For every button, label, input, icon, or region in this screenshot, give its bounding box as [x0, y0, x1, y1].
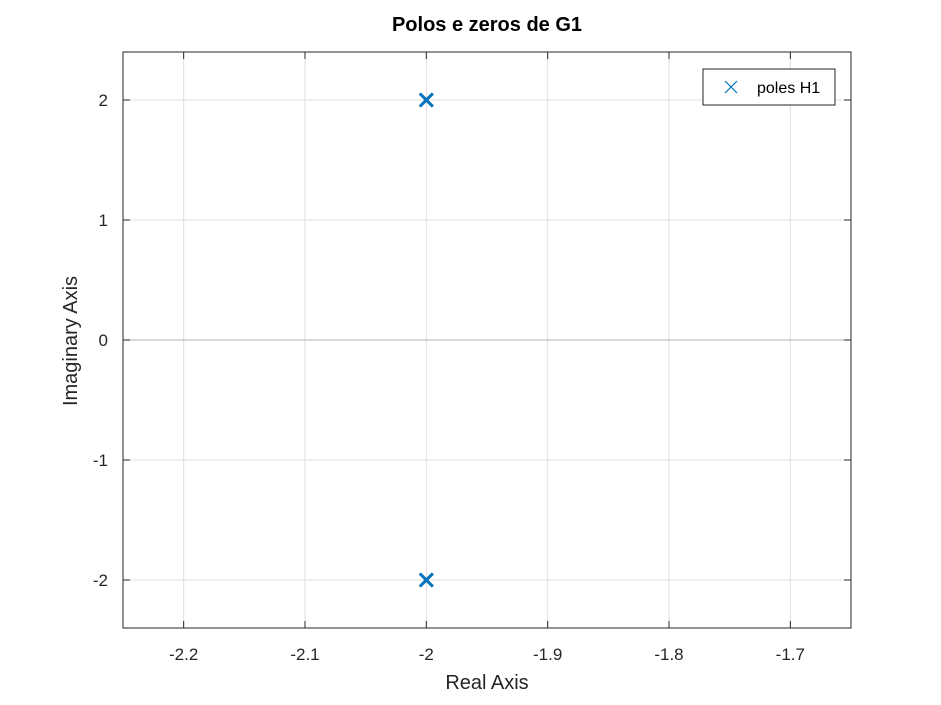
x-tick-label: -2.1: [290, 645, 319, 664]
chart-title: Polos e zeros de G1: [392, 14, 582, 36]
x-tick-label: -2.2: [169, 645, 198, 664]
x-tick-label: -1.8: [654, 645, 683, 664]
axes-box: [122, 51, 852, 629]
x-tick-label: -2: [419, 645, 434, 664]
legend-entry-label: poles H1: [757, 80, 820, 97]
x-axis-label: Real Axis: [445, 672, 528, 694]
y-axis-label: Imaginary Axis: [60, 276, 82, 406]
legend: poles H1: [702, 68, 836, 106]
y-tick-label: 2: [99, 91, 108, 110]
y-tick-label: -2: [93, 571, 108, 590]
y-tick-label: 0: [99, 331, 108, 350]
pole-marker: [418, 572, 434, 588]
axes-frame: [122, 51, 852, 629]
x-tick-label: -1.9: [533, 645, 562, 664]
grid: [123, 52, 851, 628]
axis-ticks: -2.2 -2.1 -2 -1.9 -1.8 -1.7 -2 -1 0 1 2: [93, 52, 851, 664]
x-tick-label: -1.7: [776, 645, 805, 664]
y-tick-label: -1: [93, 451, 108, 470]
data-marks: [418, 92, 434, 588]
legend-x-icon: [724, 80, 738, 94]
legend-box: [702, 68, 836, 106]
y-tick-label: 1: [99, 211, 108, 230]
pole-marker: [418, 92, 434, 108]
